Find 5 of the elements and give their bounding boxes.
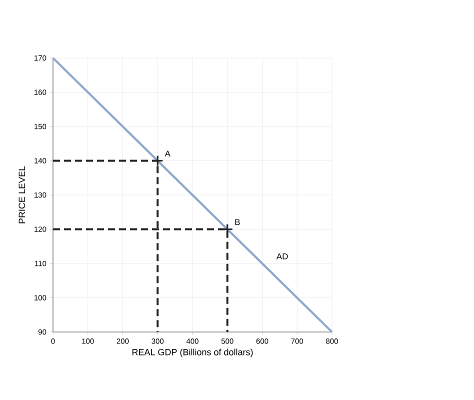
annotation: AD bbox=[276, 253, 288, 260]
x-axis-title: REAL GDP (Billions of dollars) bbox=[132, 348, 253, 358]
annotation: B bbox=[235, 219, 240, 226]
y-axis-title: PRICE LEVEL bbox=[18, 166, 26, 224]
annotation: A bbox=[164, 150, 170, 157]
